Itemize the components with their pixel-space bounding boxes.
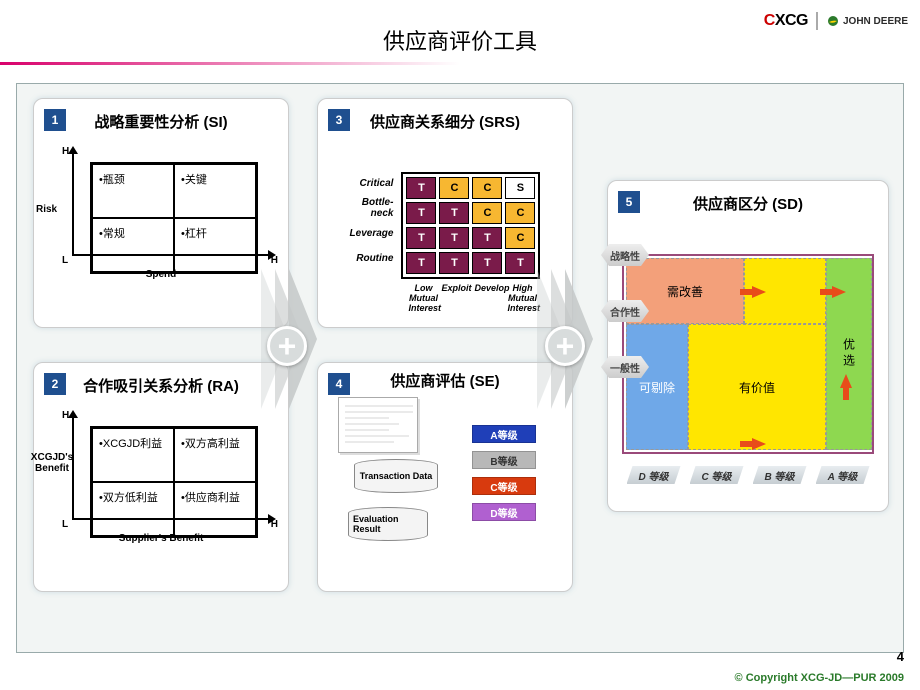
ra-h: H [62, 410, 69, 421]
ra-xlabel: Supplier's Benefit [34, 533, 288, 544]
si-matrix: H L H Risk •瓶颈 •关键 •常规 •杠杆 Spend [34, 132, 288, 292]
si-cell-3: •常规 [92, 218, 174, 272]
panel-title-srs: 供应商关系细分 (SRS) [318, 99, 572, 132]
logo-group: CXCG JOHN DEERE [764, 12, 908, 30]
srs-cell: S [505, 177, 535, 199]
grade-b: B等级 [472, 451, 536, 469]
srs-cell: C [505, 202, 535, 224]
ra-hx: H [271, 519, 278, 530]
arrow-icon [752, 286, 766, 298]
srs-cell: C [472, 202, 502, 224]
panel-number-5: 5 [618, 191, 640, 213]
srs-cell: T [406, 252, 436, 274]
srs-cell: C [439, 177, 469, 199]
axis-l-label: L [62, 255, 68, 266]
page-number: 4 [897, 649, 904, 664]
si-ylabel: Risk [36, 204, 57, 215]
ra-cell-2: •双方高利益 [174, 428, 256, 482]
panel-srs: 3 供应商关系细分 (SRS) Critical Bottle- neck Le… [317, 98, 573, 328]
sd-valuable: 有价值 [688, 324, 826, 450]
ra-cell-3: •双方低利益 [92, 482, 174, 536]
evaluation-result-cylinder: Evaluation Result [348, 507, 428, 541]
panel-title-ra: 合作吸引关系分析 (RA) [34, 363, 288, 396]
logo-separator [816, 12, 818, 30]
ra-matrix: H L H XCGJD's Benefit •XCGJD利益 •双方高利益 •双… [34, 396, 288, 556]
transaction-data-cylinder: Transaction Data [354, 459, 438, 493]
plus-icon-2: + [545, 326, 585, 366]
sd-chart: 需改善 可剔除 有价值 优选 D 等级 C 等级 B 等级 A 等级 [622, 254, 874, 454]
panel-se: 4 供应商评估 (SE) Transaction Data Evaluation… [317, 362, 573, 592]
ra-ylabel: XCGJD's Benefit [30, 452, 74, 474]
panel-number-1: 1 [44, 109, 66, 131]
john-deere-logo: JOHN DEERE [826, 14, 908, 28]
si-cell-2: •关键 [174, 164, 256, 218]
panel-si: 1 战略重要性分析 (SI) H L H Risk •瓶颈 •关键 •常规 •杠… [33, 98, 289, 328]
panel-number-2: 2 [44, 373, 66, 395]
srs-cell: T [439, 252, 469, 274]
panel-title-si: 战略重要性分析 (SI) [34, 99, 288, 132]
srs-cell: C [505, 227, 535, 249]
sd-xlabels: D 等级 C 等级 B 等级 A 等级 [622, 466, 874, 484]
panel-title-sd: 供应商区分 (SD) [608, 181, 888, 214]
axis-h-label: H [62, 146, 69, 157]
xcg-logo: CXCG [764, 12, 808, 30]
arrow-icon [752, 438, 766, 450]
srs-cell: T [472, 227, 502, 249]
header-rule [0, 62, 920, 65]
doc-icon-1 [338, 397, 418, 453]
sd-ylabels: 战略性 合作性 一般性 [601, 244, 649, 378]
grade-d: D等级 [472, 503, 536, 521]
si-cell-4: •杠杆 [174, 218, 256, 272]
srs-cell: C [472, 177, 502, 199]
arrow-icon [832, 286, 846, 298]
arrow-icon [840, 374, 852, 388]
grade-a: A等级 [472, 425, 536, 443]
si-cell-1: •瓶颈 [92, 164, 174, 218]
srs-cell: T [472, 252, 502, 274]
copyright: © Copyright XCG-JD—PUR 2009 [735, 672, 904, 684]
srs-cell: T [406, 202, 436, 224]
si-xlabel: Spend [34, 269, 288, 280]
panel-title-se: 供应商评估 (SE) [318, 363, 572, 391]
plus-icon-1: + [267, 326, 307, 366]
srs-row-labels: Critical Bottle- neck Leverage Routine [350, 172, 398, 313]
ra-l: L [62, 519, 68, 530]
srs-cell: T [439, 227, 469, 249]
ra-cell-4: •供应商利益 [174, 482, 256, 536]
srs-cell: T [406, 227, 436, 249]
srs-col-labels: Low Mutual Interest Exploit Develop High… [405, 283, 540, 313]
panel-number-3: 3 [328, 109, 350, 131]
panel-ra: 2 合作吸引关系分析 (RA) H L H XCGJD's Benefit •X… [33, 362, 289, 592]
srs-cell: T [406, 177, 436, 199]
axis-h-label-x: H [271, 255, 278, 266]
srs-grid: TCCSTTCCTTTCTTTT [401, 172, 540, 279]
panel-sd: 5 供应商区分 (SD) 需改善 可剔除 有价值 优选 D 等级 C 等级 B … [607, 180, 889, 512]
grade-c: C等级 [472, 477, 536, 495]
srs-cell: T [505, 252, 535, 274]
ra-cell-1: •XCGJD利益 [92, 428, 174, 482]
srs-cell: T [439, 202, 469, 224]
diagram-canvas: + + 1 战略重要性分析 (SI) H L H Risk •瓶颈 •关键 •常… [16, 83, 904, 653]
